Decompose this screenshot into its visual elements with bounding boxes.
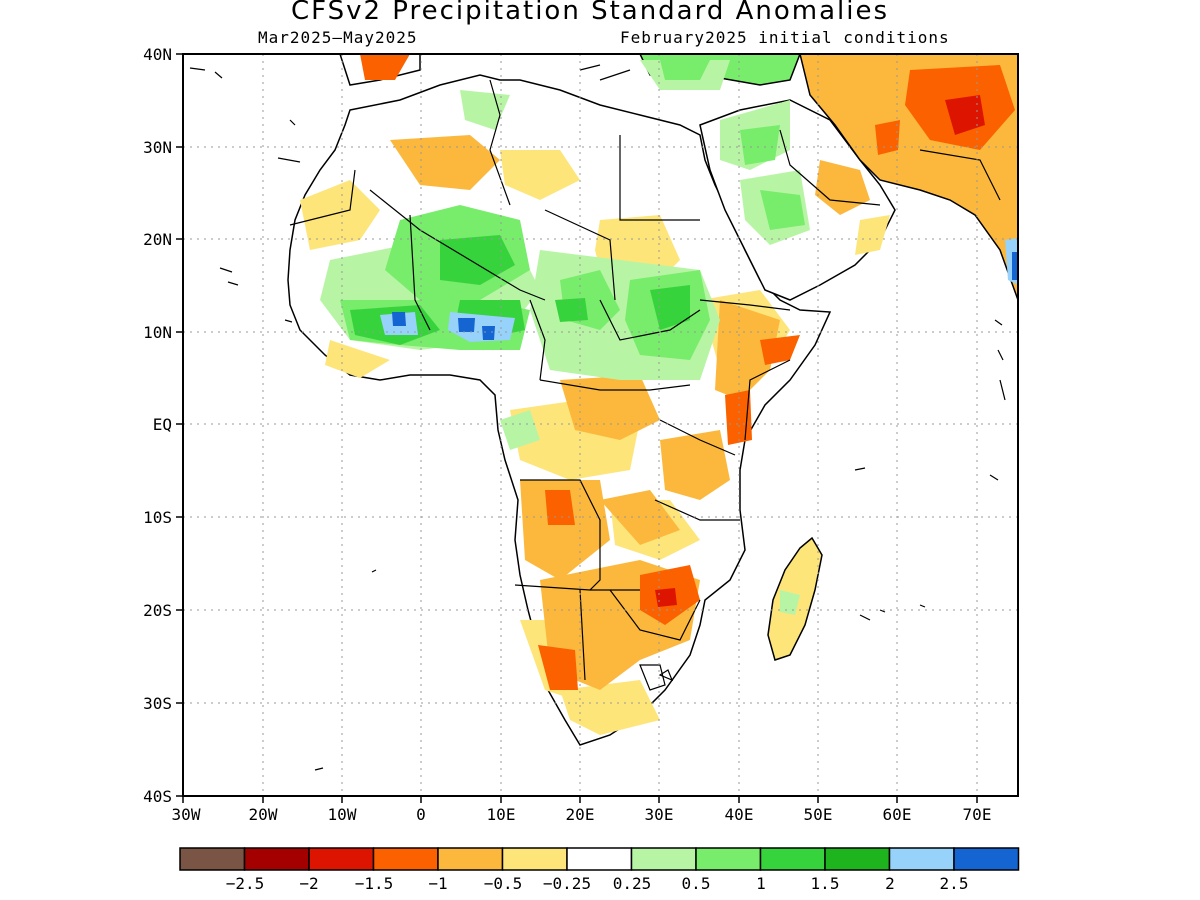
colorbar-swatch: [308, 847, 375, 871]
colorbar-swatch: [953, 847, 1020, 871]
colorbar-swatch: [243, 847, 310, 871]
colorbar-swatch: [501, 847, 568, 871]
lat-label: 20N: [143, 230, 172, 249]
colorbar-label: −2.5: [226, 874, 265, 893]
lat-label: 10N: [143, 323, 172, 342]
lat-label: 40N: [143, 45, 172, 64]
colorbar-label: 2.5: [940, 874, 969, 893]
lon-label: 0: [416, 805, 426, 824]
colorbar-swatches: [179, 847, 1020, 871]
lon-label: 10E: [487, 805, 516, 824]
lat-label: 30S: [143, 694, 172, 713]
lon-label: 70E: [963, 805, 992, 824]
colorbar-label: −0.5: [484, 874, 523, 893]
colorbar-labels: −2.5 −2 −1.5 −1 −0.5 −0.25 0.25 0.5 1 1.…: [226, 874, 969, 893]
latitude-labels: 40N 30N 20N 10N EQ 10S 20S 30S 40S: [143, 45, 172, 806]
forecast-period: Mar2025—May2025: [258, 28, 418, 47]
lat-label: 40S: [143, 787, 172, 806]
lat-label: 10S: [143, 508, 172, 527]
lon-label: 40E: [725, 805, 754, 824]
lon-label: 60E: [883, 805, 912, 824]
colorbar-swatch: [824, 847, 891, 871]
colorbar-swatch: [372, 847, 439, 871]
lon-label: 10W: [328, 805, 357, 824]
lon-label: 30W: [172, 805, 201, 824]
anomaly-dry-severe: [655, 95, 985, 607]
colorbar-swatch: [888, 847, 955, 871]
longitude-labels: 30W 20W 10W 0 10E 20E 30E 40E 50E 60E 70…: [172, 805, 992, 824]
initial-conditions: February2025 initial conditions: [620, 28, 950, 47]
colorbar-label: −0.25: [543, 874, 591, 893]
colorbar-label: −1.5: [355, 874, 394, 893]
lon-label: 20E: [566, 805, 595, 824]
colorbar-label: 0.5: [682, 874, 711, 893]
colorbar-swatch: [437, 847, 504, 871]
colorbar-swatch: [179, 847, 246, 871]
lat-label: 30N: [143, 138, 172, 157]
colorbar-label: −1: [428, 874, 447, 893]
anomaly-shading: [189, 54, 1018, 771]
lon-label: 30E: [645, 805, 674, 824]
colorbar-label: 2: [885, 874, 895, 893]
plot-frame: [182, 53, 1019, 797]
map-title: CFSv2 Precipitation Standard Anomalies: [290, 0, 890, 26]
colorbar-label: 1: [756, 874, 766, 893]
colorbar-swatch: [759, 847, 826, 871]
colorbar-swatch: [695, 847, 762, 871]
grid-lines: [183, 54, 1018, 796]
colorbar-label: 0.25: [613, 874, 652, 893]
islands: [189, 64, 1006, 771]
lat-label: 20S: [143, 601, 172, 620]
lon-label: 20W: [249, 805, 278, 824]
colorbar-label: −2: [299, 874, 318, 893]
colorbar: −2.5 −2 −1.5 −1 −0.5 −0.25 0.25 0.5 1 1.…: [179, 847, 1020, 893]
colorbar-swatch: [630, 847, 697, 871]
lon-label: 50E: [804, 805, 833, 824]
anomaly-wet-extreme: [392, 252, 1018, 340]
colorbar-label: 1.5: [811, 874, 840, 893]
tick-marks: [176, 53, 978, 803]
colorbar-swatch: [566, 847, 633, 871]
lat-label: EQ: [153, 415, 172, 434]
